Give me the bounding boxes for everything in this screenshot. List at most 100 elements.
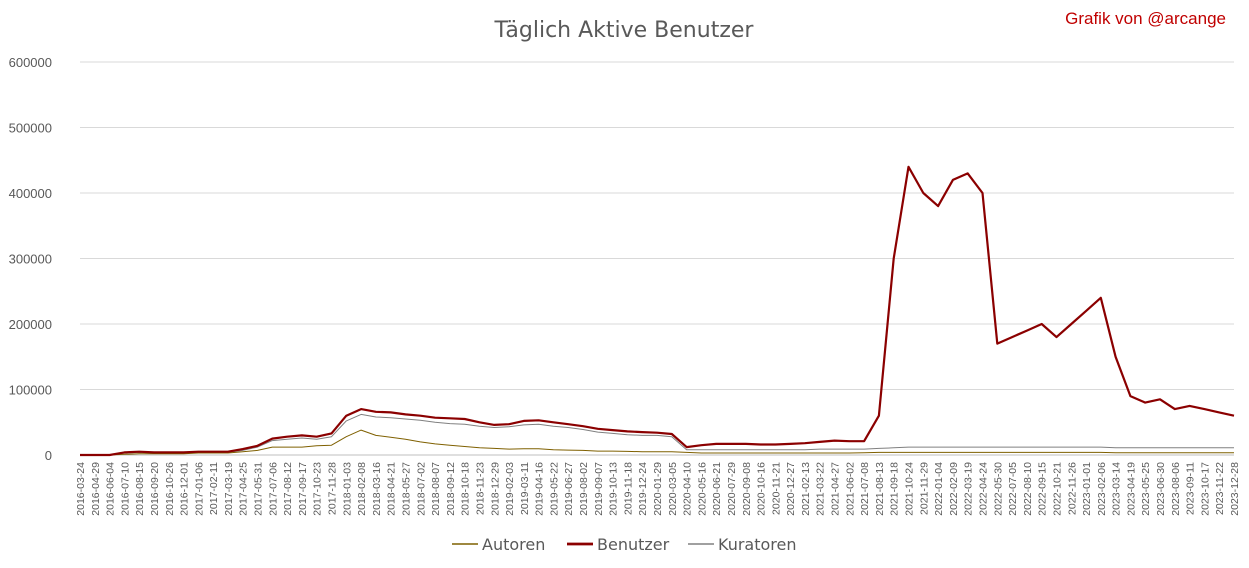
x-tick-label: 2018-03-16: [371, 462, 383, 516]
x-tick-label: 2019-09-07: [593, 462, 605, 516]
x-tick-label: 2020-10-16: [756, 462, 768, 516]
x-axis-ticks: 2016-03-24 2016-04-29 2016-06-04 2016-07-10…: [75, 462, 1241, 516]
x-tick-label: 2019-03-11: [519, 462, 531, 515]
x-tick-label: 2019-04-16: [534, 462, 546, 516]
x-tick-label: 2020-12-27: [785, 462, 797, 516]
y-tick-label: 600000: [9, 55, 52, 70]
x-tick-label: 2016-08-15: [134, 462, 146, 516]
x-tick-label: 2020-07-29: [726, 462, 738, 516]
x-tick-label: 2019-05-22: [548, 462, 560, 516]
x-tick-label: 2023-09-11: [1185, 462, 1197, 515]
x-tick-label: 2021-06-02: [844, 462, 856, 516]
x-tick-label: 2022-08-10: [1022, 462, 1034, 516]
y-tick-label: 400000: [9, 186, 52, 201]
x-tick-label: 2019-06-27: [563, 462, 575, 516]
x-tick-label: 2023-03-14: [1111, 462, 1123, 516]
x-tick-label: 2023-11-22: [1214, 462, 1226, 515]
x-tick-label: 2021-10-24: [904, 462, 916, 516]
x-tick-label: 2023-05-25: [1140, 462, 1152, 516]
x-tick-label: 2017-03-19: [223, 462, 235, 516]
x-tick-label: 2022-05-30: [992, 462, 1004, 516]
x-tick-label: 2022-04-24: [977, 462, 989, 516]
x-tick-label: 2019-10-13: [608, 462, 620, 516]
x-tick-label: 2023-06-30: [1155, 462, 1167, 516]
x-tick-label: 2017-10-23: [312, 462, 324, 516]
x-tick-label: 2021-11-29: [918, 462, 930, 515]
y-tick-label: 300000: [9, 252, 52, 267]
x-tick-label: 2023-04-19: [1125, 462, 1137, 516]
x-tick-label: 2021-07-08: [859, 462, 871, 516]
x-tick-label: 2018-08-07: [430, 462, 442, 516]
x-tick-label: 2021-09-18: [889, 462, 901, 516]
x-tick-label: 2023-10-17: [1199, 462, 1211, 516]
x-tick-label: 2017-01-06: [193, 462, 205, 516]
series-line-autoren: [80, 429, 1234, 456]
x-tick-label: 2018-04-21: [386, 462, 398, 516]
y-axis-ticks: 0 100000 200000 300000 400000 500000 600000: [9, 55, 52, 463]
x-tick-label: 2020-09-08: [741, 462, 753, 516]
x-tick-label: 2017-05-31: [253, 462, 265, 516]
x-tick-label: 2021-08-13: [874, 462, 886, 516]
x-tick-label: 2018-11-23: [474, 462, 486, 515]
x-tick-label: 2020-04-10: [682, 462, 694, 516]
x-tick-label: 2017-07-06: [267, 462, 279, 516]
x-tick-label: 2017-02-11: [208, 462, 220, 515]
x-tick-label: 2016-10-26: [164, 462, 176, 516]
legend: Autoren Benutzer Kuratoren: [452, 535, 797, 554]
x-tick-label: 2016-09-20: [149, 462, 161, 516]
series-line-benutzer: [80, 165, 1235, 457]
x-tick-label: 2022-09-15: [1037, 462, 1049, 516]
x-tick-label: 2021-02-13: [800, 462, 812, 516]
x-tick-label: 2018-10-18: [460, 462, 472, 516]
x-tick-label: 2016-04-29: [90, 462, 102, 516]
x-tick-label: 2018-01-03: [341, 462, 353, 516]
x-tick-label: 2018-07-02: [415, 462, 427, 516]
legend-label-benutzer: Benutzer: [597, 535, 670, 554]
x-tick-label: 2020-11-21: [770, 462, 782, 515]
x-tick-label: 2018-09-12: [445, 462, 457, 516]
x-tick-label: 2018-05-27: [400, 462, 412, 516]
x-tick-label: 2020-01-29: [652, 462, 664, 516]
x-tick-label: 2016-06-04: [105, 462, 117, 516]
x-tick-label: 2018-12-29: [489, 462, 501, 516]
x-tick-label: 2023-01-01: [1081, 462, 1093, 516]
x-tick-label: 2023-02-06: [1096, 462, 1108, 516]
series-line-kuratoren: [80, 413, 1234, 456]
x-tick-label: 2019-12-24: [637, 462, 649, 516]
x-tick-label: 2021-03-22: [815, 462, 827, 516]
x-tick-label: 2016-12-01: [179, 462, 191, 516]
x-tick-label: 2019-02-03: [504, 462, 516, 516]
x-tick-label: 2017-08-12: [282, 462, 294, 516]
x-tick-label: 2016-03-24: [75, 462, 87, 516]
legend-label-kuratoren: Kuratoren: [718, 535, 797, 554]
x-tick-label: 2019-08-02: [578, 462, 590, 516]
y-tick-label: 200000: [9, 317, 52, 332]
x-tick-label: 2020-03-05: [667, 462, 679, 516]
legend-label-autoren: Autoren: [482, 535, 545, 554]
chart-title: Täglich Aktive Benutzer: [494, 18, 755, 43]
x-tick-label: 2022-03-19: [963, 462, 975, 516]
x-tick-label: 2023-08-06: [1170, 462, 1182, 516]
chart-credit: Grafik von @arcange: [1065, 9, 1226, 28]
x-tick-label: 2017-11-28: [327, 462, 339, 515]
x-tick-label: 2016-07-10: [119, 462, 131, 516]
y-tick-label: 500000: [9, 121, 52, 136]
x-tick-label: 2022-02-09: [948, 462, 960, 516]
plot-lines: [80, 165, 1235, 457]
x-tick-label: 2021-04-27: [830, 462, 842, 516]
x-tick-label: 2022-07-05: [1007, 462, 1019, 516]
x-tick-label: 2019-11-18: [622, 462, 634, 515]
y-tick-label: 0: [45, 448, 52, 463]
x-tick-label: 2018-02-08: [356, 462, 368, 516]
gridlines: [80, 61, 1234, 456]
x-tick-label: 2023-12-28: [1229, 462, 1241, 516]
y-tick-label: 100000: [9, 383, 52, 398]
x-tick-label: 2017-09-17: [297, 462, 309, 516]
x-tick-label: 2022-10-21: [1051, 462, 1063, 516]
x-tick-label: 2022-01-04: [933, 462, 945, 516]
x-tick-label: 2017-04-25: [238, 462, 250, 516]
x-tick-label: 2020-06-21: [711, 462, 723, 516]
x-tick-label: 2020-05-16: [696, 462, 708, 516]
x-tick-label: 2022-11-26: [1066, 462, 1078, 515]
